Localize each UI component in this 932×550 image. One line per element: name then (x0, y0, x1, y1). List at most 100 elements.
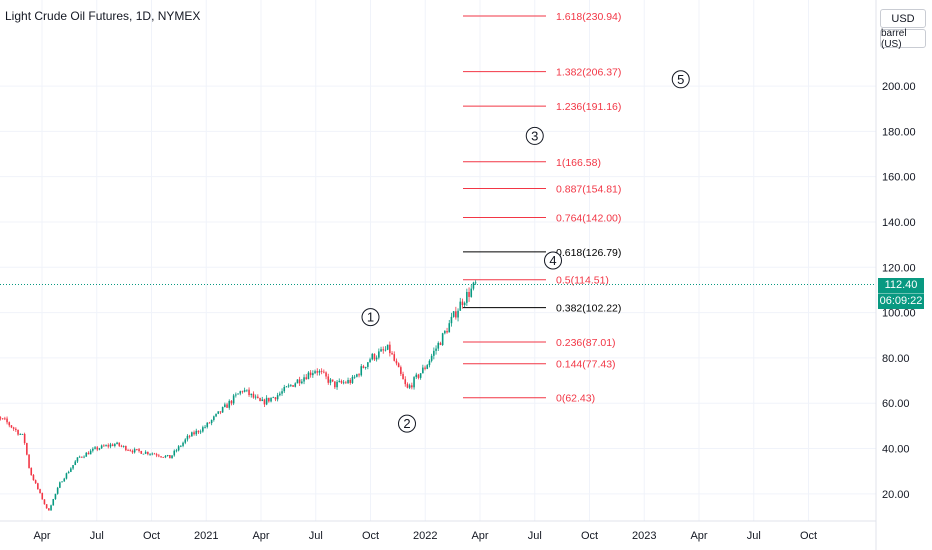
wave-label-circle (525, 126, 544, 145)
x-tick-label: 2021 (194, 530, 218, 542)
candle-body (48, 508, 50, 511)
candle-body (296, 379, 299, 384)
candle-body (193, 432, 195, 435)
candle-body (32, 475, 35, 481)
fib-level-label: 0.144(77.43) (556, 359, 616, 371)
candle-body (287, 385, 290, 387)
candle-body (127, 450, 129, 451)
candle-body (294, 383, 297, 387)
candle-body (426, 365, 429, 369)
candle-body (450, 316, 453, 324)
candle-body (76, 457, 79, 462)
fib-level-label: 1.236(191.16) (556, 101, 621, 113)
candle-body (386, 344, 389, 350)
candle-body (263, 399, 266, 405)
candle-body (411, 385, 413, 388)
candle-body (301, 381, 303, 384)
fib-level-label: 0(62.43) (556, 393, 595, 405)
wave-label[interactable]: 1 (361, 308, 380, 327)
y-tick-label: 100.00 (882, 308, 916, 320)
candle-body (204, 426, 206, 428)
candle-body (56, 487, 59, 494)
candle-body (28, 454, 30, 468)
wave-labels[interactable]: 1 2 3 4 5 (361, 70, 690, 433)
fibonacci-levels[interactable]: 0(62.43) 0.144(77.43) 0.236(87.01) 0.382(10… (463, 11, 621, 405)
currency-button[interactable]: USD (880, 9, 926, 28)
candle-body (63, 478, 66, 482)
x-tick-label: Jul (747, 530, 761, 542)
wave-label-circle (671, 70, 690, 89)
candle-body (283, 386, 286, 392)
fib-level-label: 1(166.58) (556, 157, 601, 169)
y-tick-label: 200.00 (882, 81, 916, 93)
candle-body (6, 418, 8, 423)
candle-body (457, 310, 459, 318)
candle-body (94, 447, 96, 449)
unit-button[interactable]: barrel (US) (880, 28, 926, 50)
candle-body (327, 376, 330, 383)
candle-body (415, 374, 418, 378)
candle-body (136, 449, 138, 450)
wave-label-text: 4 (549, 253, 556, 268)
candle-body (89, 450, 92, 455)
candle-body (281, 391, 283, 394)
y-tick-label: 140.00 (882, 217, 916, 229)
candle-body (292, 385, 294, 387)
candle-body (184, 439, 187, 443)
wave-label-text: 3 (531, 128, 538, 143)
candle-body (226, 404, 228, 408)
candle-body (232, 395, 235, 404)
candle-body (320, 370, 323, 372)
wave-label[interactable]: 5 (671, 70, 690, 89)
candle-body (155, 454, 158, 456)
y-tick-label: 160.00 (882, 172, 916, 184)
candle-body (254, 396, 257, 398)
fib-level-label: 1.382(206.37) (556, 67, 621, 79)
x-tick-label: 2023 (632, 530, 656, 542)
candle-body (17, 430, 19, 435)
wave-label[interactable]: 4 (544, 251, 562, 270)
chart-title: Light Crude Oil Futures, 1D, NYMEX (5, 9, 200, 23)
candle-body (336, 381, 338, 388)
candle-body (171, 455, 173, 459)
candle-body (92, 448, 94, 451)
candle-body (459, 301, 462, 311)
x-tick-label: Oct (581, 530, 598, 542)
candle-body (26, 443, 28, 455)
candle-body (118, 442, 121, 446)
y-tick-label: 40.00 (882, 444, 910, 456)
candle-body (39, 489, 41, 494)
candle-body (345, 382, 347, 384)
candle-body (197, 430, 200, 433)
candle-body (259, 398, 261, 402)
candle-body (111, 444, 114, 446)
candle-body (358, 374, 360, 376)
wave-label-text: 5 (677, 72, 684, 87)
candle-body (12, 427, 15, 429)
candle-body (98, 448, 101, 450)
candle-body (149, 453, 151, 455)
x-tick-label: Oct (143, 530, 160, 542)
candle-body (23, 433, 26, 444)
candle-body (45, 504, 48, 509)
fib-level-label: 0.618(126.79) (556, 247, 621, 259)
candle-body (452, 311, 455, 317)
candle-body (351, 376, 354, 383)
candle-body (395, 360, 398, 364)
candle-body (213, 416, 215, 420)
wave-label-circle (544, 251, 562, 270)
candle-body (413, 377, 415, 388)
candle-body (371, 353, 374, 360)
candle-body (19, 434, 22, 435)
candle-body (373, 353, 376, 360)
candle-body (162, 456, 165, 458)
x-tick-label: Apr (690, 530, 707, 542)
x-tick-label: Apr (33, 530, 50, 542)
candle-body (219, 411, 222, 413)
x-tick-label: Apr (252, 530, 269, 542)
wave-label[interactable]: 3 (525, 126, 544, 145)
candle-body (10, 425, 13, 428)
wave-label[interactable]: 2 (398, 414, 416, 433)
candle-body (389, 344, 391, 354)
